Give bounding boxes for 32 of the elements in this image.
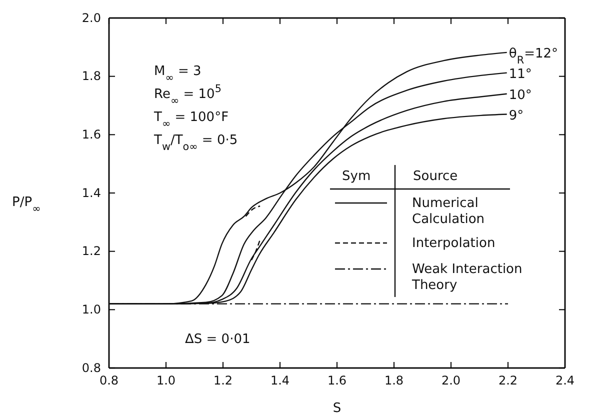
y-tick-label: 1.8: [82, 69, 101, 84]
annotation: M$_{∞}$ = 3: [154, 64, 202, 84]
legend-label: Weak Interaction Theory: [411, 262, 522, 293]
x-tick-label: 1.2: [213, 374, 233, 388]
y-axis-title: P/P$_{∞}$: [12, 195, 41, 215]
y-tick-label: 0.8: [82, 360, 101, 375]
y-tick-label: 1.4: [82, 186, 101, 200]
x-tick-label: 1.8: [384, 374, 404, 388]
annotation: Source: [413, 169, 458, 184]
x-tick-label: 1.6: [327, 374, 347, 388]
x-tick-label: 2.2: [498, 374, 518, 388]
annotation: Sym: [342, 169, 371, 184]
y-tick-label: 1.2: [82, 244, 101, 258]
annotation: Re$_{∞}$ = 10$^{5}$: [154, 83, 222, 107]
series-label: 9°: [508, 108, 524, 124]
x-tick-label: 2.4: [555, 374, 575, 388]
y-tick-label: 1.6: [82, 128, 101, 142]
series-label: 10°: [508, 88, 532, 103]
annotation: T$_{w}$/T$_{o∞}$ = 0·5: [153, 133, 238, 153]
series-label: θ$_{R}$=12°: [508, 46, 558, 66]
legend-label: Interpolation: [412, 236, 496, 251]
y-tick-label: 1.0: [82, 302, 101, 317]
annotation: T$_{∞}$ = 100°F: [153, 110, 229, 130]
x-tick-label: 1.4: [270, 374, 290, 388]
x-tick-label: 1.0: [156, 374, 176, 388]
annotation: Numerical Calculation: [412, 196, 485, 227]
x-tick-label: 0.8: [99, 374, 119, 388]
annotation: ΔS = 0·01: [185, 332, 250, 347]
x-axis-title: S: [332, 401, 342, 416]
y-tick-label: 2.0: [82, 10, 101, 25]
x-tick-label: 2.0: [441, 374, 461, 388]
series-label: 11°: [508, 66, 532, 82]
